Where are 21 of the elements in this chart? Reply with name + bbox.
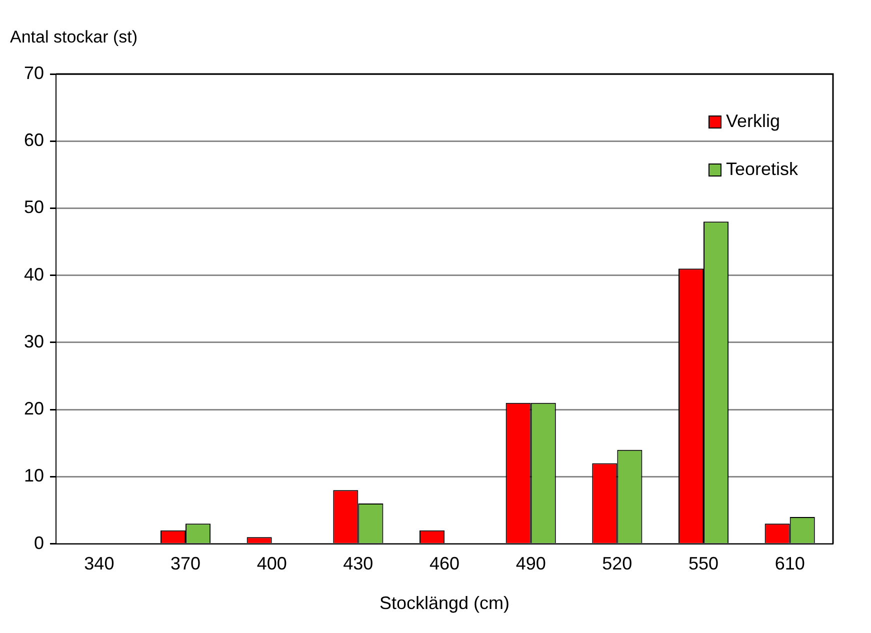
y-tick-label: 0 xyxy=(34,532,44,553)
y-tick-label: 60 xyxy=(24,130,44,150)
x-tick-label: 550 xyxy=(688,554,719,574)
x-tick-label: 370 xyxy=(170,554,201,574)
y-tick-label: 20 xyxy=(24,398,44,419)
legend-label: Verklig xyxy=(726,110,780,131)
y-tick-label: 30 xyxy=(24,331,44,352)
x-tick-label: 430 xyxy=(343,554,374,574)
x-tick-label: 460 xyxy=(429,554,460,574)
y-tick-label: 10 xyxy=(24,466,44,486)
y-axis-title: Antal stockar (st) xyxy=(10,28,138,47)
y-tick-label: 40 xyxy=(24,264,44,284)
x-tick-label: 490 xyxy=(516,554,546,574)
x-tick-label: 340 xyxy=(84,554,114,574)
x-tick-label: 400 xyxy=(256,554,287,574)
x-tick-label: 520 xyxy=(602,554,632,574)
legend-label: Teoretisk xyxy=(726,158,799,179)
y-tick-label: 50 xyxy=(24,197,44,218)
x-tick-label: 610 xyxy=(774,554,805,574)
x-axis-title: Stocklängd (cm) xyxy=(379,593,510,614)
y-tick-label: 70 xyxy=(24,62,44,83)
